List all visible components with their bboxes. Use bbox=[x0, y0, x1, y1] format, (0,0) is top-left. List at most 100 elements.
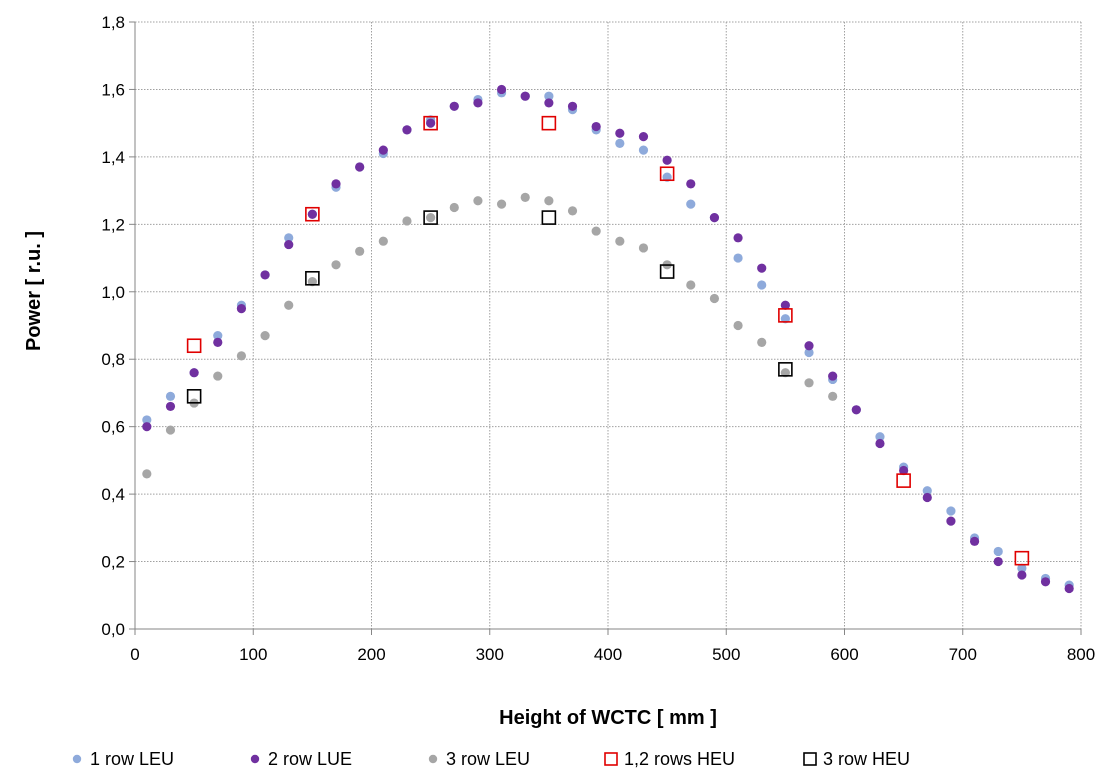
data-point bbox=[638, 145, 649, 155]
data-point bbox=[331, 179, 341, 189]
data-point bbox=[260, 270, 270, 280]
data-point bbox=[946, 506, 956, 516]
data-point bbox=[165, 401, 176, 412]
data-point bbox=[331, 260, 341, 270]
data-point bbox=[520, 91, 530, 101]
data-point bbox=[778, 308, 793, 323]
data-point bbox=[659, 264, 675, 279]
data-point bbox=[780, 314, 790, 324]
data-point bbox=[733, 320, 743, 331]
data-point bbox=[378, 236, 388, 246]
x-tick-label: 400 bbox=[594, 645, 622, 664]
y-axis-title: Power [ r.u. ] bbox=[23, 231, 45, 351]
data-point bbox=[473, 196, 483, 206]
data-point bbox=[804, 347, 814, 358]
legend-item: 1 row LEU bbox=[72, 749, 174, 769]
data-point bbox=[423, 115, 438, 131]
x-tick-label: 700 bbox=[949, 645, 977, 664]
axes bbox=[129, 21, 1082, 635]
y-tick-label: 1,0 bbox=[101, 283, 125, 302]
data-point bbox=[757, 263, 767, 273]
legend-marker bbox=[72, 754, 82, 764]
y-tick-label: 1,6 bbox=[101, 80, 125, 99]
data-point bbox=[709, 212, 720, 223]
data-point bbox=[709, 293, 720, 304]
data-point bbox=[659, 166, 675, 182]
data-point bbox=[236, 351, 247, 361]
data-point bbox=[828, 371, 838, 381]
data-point bbox=[213, 331, 223, 341]
data-point bbox=[993, 556, 1003, 567]
data-point bbox=[591, 121, 601, 132]
legend-marker bbox=[604, 752, 618, 766]
legend-item: 2 row LUE bbox=[250, 749, 352, 769]
data-point bbox=[355, 246, 365, 256]
data-point bbox=[236, 304, 247, 314]
data-point bbox=[1064, 583, 1074, 594]
data-point bbox=[142, 469, 152, 479]
data-point bbox=[946, 516, 956, 526]
data-point bbox=[1017, 570, 1027, 580]
y-tick-label: 1,4 bbox=[101, 148, 125, 167]
grid-lines bbox=[135, 21, 1082, 629]
legend-label: 1,2 rows HEU bbox=[624, 749, 735, 769]
x-tick-label: 500 bbox=[712, 645, 740, 664]
data-point bbox=[828, 391, 838, 401]
data-point bbox=[638, 243, 649, 253]
legend-marker bbox=[250, 754, 260, 764]
legend-label: 2 row LUE bbox=[268, 749, 352, 769]
data-point bbox=[186, 389, 202, 404]
x-axis-title: Height of WCTC [ mm ] bbox=[499, 707, 717, 729]
y-tick-label: 1,2 bbox=[101, 215, 125, 234]
data-point bbox=[993, 546, 1003, 557]
x-tick-labels: 0 100 200 300 400 500 600 700 800 bbox=[130, 645, 1095, 664]
data-point bbox=[615, 236, 625, 246]
data-point bbox=[423, 210, 438, 225]
data-point bbox=[899, 465, 909, 476]
data-point bbox=[1017, 563, 1027, 573]
data-point bbox=[780, 368, 790, 378]
data-point bbox=[305, 270, 320, 286]
data-point bbox=[615, 128, 625, 138]
data-point bbox=[541, 210, 557, 225]
data-point bbox=[969, 536, 980, 546]
data-point bbox=[473, 98, 483, 108]
data-point bbox=[284, 239, 294, 250]
series-4 bbox=[186, 115, 1030, 566]
legend-item: 1,2 rows HEU bbox=[604, 749, 735, 769]
data-point bbox=[142, 415, 152, 425]
y-tick-label: 0,4 bbox=[101, 485, 125, 504]
data-point bbox=[757, 337, 767, 347]
data-point bbox=[686, 199, 696, 209]
legend-label: 1 row LEU bbox=[90, 749, 174, 769]
data-point bbox=[355, 162, 365, 172]
data-point bbox=[307, 209, 317, 219]
data-point bbox=[541, 115, 557, 131]
data-point bbox=[213, 337, 223, 347]
legend-marker bbox=[428, 754, 438, 764]
data-point bbox=[544, 91, 554, 101]
data-point bbox=[189, 368, 199, 378]
data-point bbox=[1014, 550, 1030, 566]
data-point bbox=[638, 132, 649, 142]
data-point bbox=[686, 280, 696, 290]
data-point bbox=[305, 206, 320, 222]
series-5 bbox=[186, 210, 793, 404]
data-point bbox=[544, 196, 554, 206]
x-tick-label: 600 bbox=[830, 645, 858, 664]
data-point bbox=[449, 101, 459, 111]
data-point bbox=[284, 233, 294, 243]
data-point bbox=[733, 233, 743, 243]
data-point bbox=[851, 405, 861, 415]
data-points bbox=[142, 84, 1074, 594]
data-point bbox=[378, 145, 388, 155]
data-point bbox=[186, 338, 202, 354]
x-tick-label: 100 bbox=[239, 645, 267, 664]
data-point bbox=[591, 226, 601, 236]
data-point bbox=[804, 341, 814, 351]
data-point bbox=[662, 155, 672, 165]
y-tick-label: 0,8 bbox=[101, 350, 125, 369]
data-point bbox=[567, 101, 578, 111]
data-point bbox=[284, 300, 294, 310]
